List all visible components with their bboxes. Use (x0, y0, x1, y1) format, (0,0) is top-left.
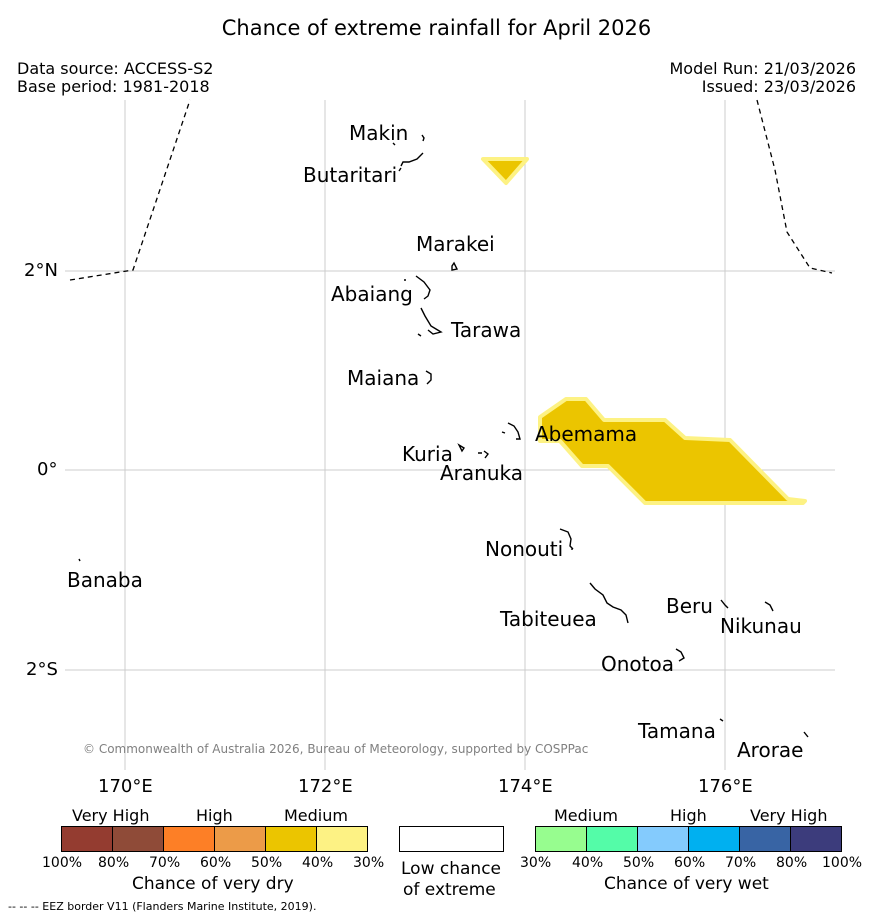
wet-swatch-80-100 (791, 826, 842, 852)
dry-tick: 60% (200, 855, 232, 871)
dry-swatch-70-80 (113, 826, 164, 852)
dry-swatch-50-60 (215, 826, 266, 852)
dry-caption: Chance of very dry (132, 874, 294, 894)
wet-tick: 50% (623, 855, 655, 871)
island-label-banaba: Banaba (67, 568, 143, 592)
issued-text: Issued: 23/03/2026 (701, 77, 856, 96)
lon-label-174e: 174°E (498, 776, 553, 797)
island-label-butaritari: Butaritari (303, 163, 398, 187)
tabiteuea-outline (589, 582, 629, 624)
lat-label-0: 0° (37, 459, 58, 480)
island-label-aranuka: Aranuka (440, 461, 523, 485)
arorae-outline (803, 731, 809, 738)
dry-tick: 70% (149, 855, 181, 871)
lat-label-2s: 2°S (26, 659, 58, 680)
island-label-nonouti: Nonouti (485, 537, 564, 561)
copyright-notice: © Commonwealth of Australia 2026, Bureau… (83, 742, 589, 756)
wet-tick: 30% (520, 855, 552, 871)
map-title: Chance of extreme rainfall for April 202… (221, 16, 652, 40)
island-label-onotoa: Onotoa (601, 652, 674, 676)
eez-border (69, 99, 833, 281)
wet-tick: 80% (776, 855, 808, 871)
dry-tick: 100% (42, 855, 83, 871)
wet-swatch-40-50 (587, 826, 638, 852)
dry-swatch-80-100 (61, 826, 113, 852)
tarawa-outline (417, 307, 443, 337)
model-run-text: Model Run: 21/03/2026 (669, 59, 857, 78)
wet-header-very-high: Very High (750, 806, 828, 825)
wet-swatch-30-40 (535, 826, 587, 852)
dry-region-east (538, 397, 807, 505)
wet-swatch-50-60 (638, 826, 689, 852)
island-label-beru: Beru (666, 594, 713, 618)
dry-header-very-high: Very High (72, 806, 150, 825)
dry-tick: 30% (353, 855, 385, 871)
island-label-abaiang: Abaiang (331, 282, 413, 306)
onotoa-outline (675, 648, 685, 662)
dry-swatch-30-40 (317, 826, 368, 852)
dry-swatch-60-70 (164, 826, 215, 852)
dry-tick: 50% (251, 855, 283, 871)
lon-label-170e: 170°E (98, 776, 153, 797)
low-chance-swatch (399, 826, 504, 852)
eez-border-east (756, 99, 833, 274)
wet-header-high: High (670, 806, 707, 825)
wet-tick: 60% (674, 855, 706, 871)
island-label-nikunau: Nikunau (720, 614, 802, 638)
beru-outline (720, 599, 729, 609)
abaiang-outline (404, 275, 431, 300)
makin-outline (392, 134, 425, 146)
banaba-outline (78, 558, 81, 562)
dry-swatch-40-50 (266, 826, 317, 852)
data-source-text: Data source: ACCESS-S2 (17, 59, 214, 78)
island-label-marakei: Marakei (416, 232, 495, 256)
island-label-maiana: Maiana (347, 366, 420, 390)
wet-caption: Chance of very wet (604, 874, 769, 894)
maiana-outline (425, 370, 432, 385)
nonouti-outline (559, 528, 574, 550)
eez-border-west (69, 99, 191, 281)
graticule (65, 100, 835, 770)
tamana-outline (719, 718, 724, 722)
eez-footnote: -- -- -- EEZ border V11 (Flanders Marine… (8, 900, 317, 913)
kuria-outline (457, 443, 489, 459)
nikunau-outline (764, 601, 774, 612)
dry-tick: 80% (98, 855, 130, 871)
island-outlines (78, 134, 809, 738)
dry-medium-regions (481, 157, 807, 505)
wet-tick: 70% (725, 855, 757, 871)
dry-tick: 40% (302, 855, 334, 871)
wet-tick: 40% (572, 855, 604, 871)
lon-label-172e: 172°E (298, 776, 353, 797)
dry-header-high: High (196, 806, 233, 825)
low-caption-line2: of extreme (403, 880, 496, 900)
wet-tick: 100% (822, 855, 863, 871)
base-period-text: Base period: 1981-2018 (17, 77, 210, 96)
island-label-abemama: Abemama (535, 422, 638, 446)
island-label-tabiteuea: Tabiteuea (500, 607, 597, 631)
island-label-makin: Makin (349, 121, 409, 145)
dry-header-medium: Medium (284, 806, 348, 825)
lat-label-2n: 2°N (24, 260, 58, 281)
low-caption-line1: Low chance (401, 859, 501, 879)
wet-header-medium: Medium (554, 806, 618, 825)
lon-label-176e: 176°E (698, 776, 753, 797)
wet-swatch-70-80 (740, 826, 791, 852)
island-label-tamana: Tamana (638, 719, 716, 743)
butaritari-outline (398, 152, 424, 172)
marakei-outline (451, 261, 459, 271)
dry-region-north (481, 157, 529, 185)
island-label-kuria: Kuria (402, 442, 453, 466)
wet-swatch-60-70 (689, 826, 740, 852)
abemama-outline (501, 422, 521, 440)
island-label-tarawa: Tarawa (451, 318, 522, 342)
island-label-arorae: Arorae (737, 738, 804, 762)
